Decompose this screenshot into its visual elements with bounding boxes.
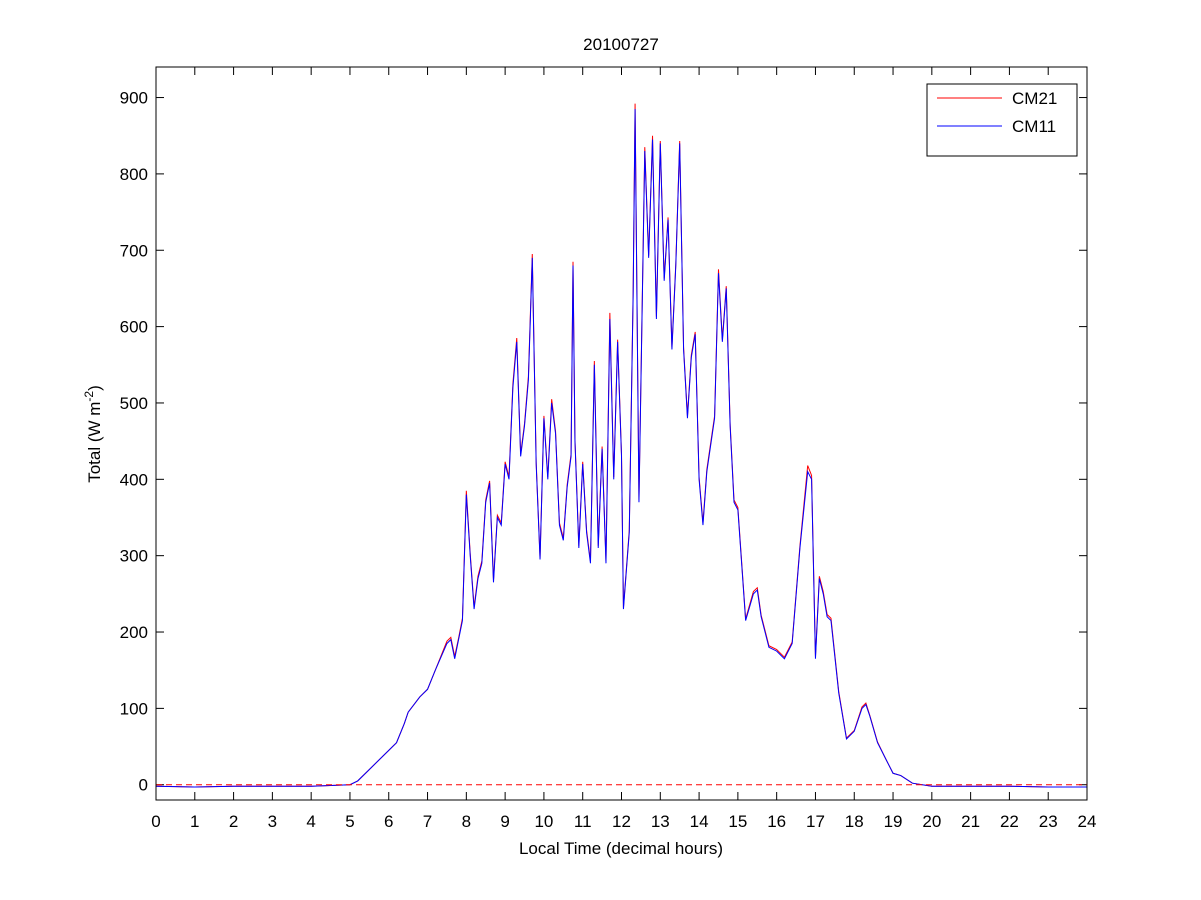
x-axis-label: Local Time (decimal hours) — [519, 839, 723, 858]
y-label-text: Total (W m — [85, 402, 104, 483]
x-tick-label: 2 — [229, 812, 238, 831]
x-tick-label: 1 — [190, 812, 199, 831]
y-tick-label: 200 — [120, 623, 148, 642]
x-tick-label: 5 — [345, 812, 354, 831]
x-tick-label: 16 — [767, 812, 786, 831]
y-tick-label: 600 — [120, 318, 148, 337]
x-tick-label: 11 — [574, 812, 592, 831]
x-tick-label: 0 — [151, 812, 160, 831]
x-tick-label: 22 — [1000, 812, 1019, 831]
y-label-suffix: ) — [85, 385, 104, 391]
plot-area — [156, 67, 1087, 800]
x-tick-label: 12 — [612, 812, 631, 831]
legend-box — [926, 83, 1078, 157]
x-tick-label: 7 — [423, 812, 432, 831]
x-tick-label: 9 — [500, 812, 509, 831]
series-line — [155, 108, 1087, 788]
x-tick-label: 19 — [884, 812, 903, 831]
x-tick-label: 6 — [384, 812, 393, 831]
y-axis-label: Total (W m-2) — [82, 385, 104, 483]
x-tick-label: 15 — [728, 812, 747, 831]
y-tick-label: 500 — [120, 394, 148, 413]
x-tick-label: 13 — [651, 812, 670, 831]
x-tick-label: 20 — [922, 812, 941, 831]
y-tick-label: 300 — [120, 547, 148, 566]
x-tick-label: 17 — [806, 812, 825, 831]
chart-title: 20100727 — [583, 35, 659, 54]
x-tick-label: 14 — [690, 812, 709, 831]
y-tick-label: 400 — [120, 470, 148, 489]
x-tick-label: 4 — [306, 812, 315, 831]
y-tick-label: 0 — [139, 776, 148, 795]
x-tick-label: 24 — [1078, 812, 1097, 831]
y-tick-label: 900 — [120, 89, 148, 108]
x-tick-label: 3 — [268, 812, 277, 831]
x-tick-label: 8 — [462, 812, 471, 831]
y-tick-label: 700 — [120, 241, 148, 260]
y-tick-label: 800 — [120, 165, 148, 184]
axes-box — [155, 66, 1088, 801]
legend-label: CM21 — [1012, 89, 1057, 108]
x-tick-label: 18 — [845, 812, 864, 831]
legend-label: CM11 — [1012, 117, 1056, 136]
x-tick-label: 23 — [1039, 812, 1058, 831]
x-tick-label: 10 — [534, 812, 553, 831]
x-tick-label: 21 — [961, 812, 980, 831]
y-label-superscript: -2 — [82, 391, 96, 402]
y-tick-label: 100 — [120, 699, 148, 718]
